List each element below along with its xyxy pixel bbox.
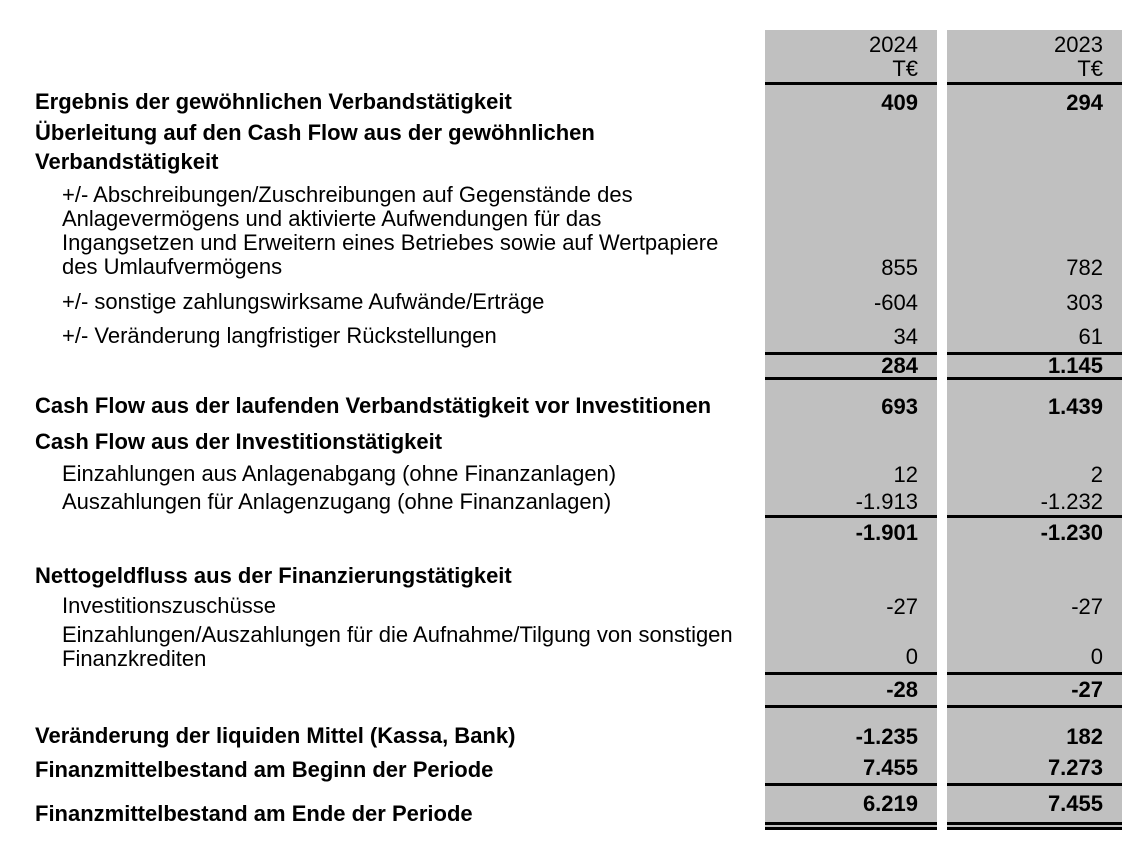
table-row-rueckstellungen: +/- Veränderung langfristiger Rückstellu…	[0, 318, 1147, 352]
table-header-row: 2024 T€ 2023 T€	[0, 30, 1147, 85]
column-gap	[937, 85, 947, 118]
column-gap	[937, 30, 947, 85]
value-2024: -28	[765, 675, 937, 708]
row-label: Ergebnis der gewöhnlichen Verbandstätigk…	[35, 89, 512, 114]
row-label: +/- Veränderung langfristiger Rückstellu…	[62, 323, 497, 348]
column-gap	[937, 318, 947, 352]
value-2024: -1.913	[765, 490, 937, 518]
column-header-2024: 2024 T€	[765, 30, 937, 85]
value-2024	[765, 422, 937, 458]
table-row-nettogeldfluss: Nettogeldfluss aus der Finanzierungstäti…	[0, 548, 1147, 592]
value-2023: 2	[947, 458, 1122, 490]
row-label: Einzahlungen/Auszahlungen für die Aufnah…	[62, 622, 733, 671]
column-gap	[937, 786, 947, 830]
column-gap	[937, 622, 947, 675]
table-row-ueberleitung: Überleitung auf den Cash Flow aus der ge…	[0, 118, 1147, 178]
value-2023: 294	[947, 85, 1122, 118]
row-label: Cash Flow aus der Investitionstätigkeit	[35, 429, 443, 454]
table-row-investitionstaetigkeit: Cash Flow aus der Investitionstätigkeit	[0, 422, 1147, 458]
value-2023: -27	[947, 592, 1122, 622]
row-label: +/- Abschreibungen/Zuschreibungen auf Ge…	[62, 182, 719, 279]
table-row-abschreibungen: +/- Abschreibungen/Zuschreibungen auf Ge…	[0, 178, 1147, 283]
value-2023	[947, 118, 1122, 178]
value-2024: 6.219	[765, 786, 937, 830]
table-row-finanzkredite: Einzahlungen/Auszahlungen für die Aufnah…	[0, 622, 1147, 675]
value-2024	[765, 548, 937, 592]
table-row-bestand-beginn: Finanzmittelbestand am Beginn der Period…	[0, 752, 1147, 786]
value-2023	[947, 422, 1122, 458]
value-2023	[947, 548, 1122, 592]
column-gap	[937, 518, 947, 548]
column-header-2023: 2023 T€	[947, 30, 1122, 85]
table-row-investitionszuschuesse: Investitionszuschüsse -27 -27	[0, 592, 1147, 622]
value-2024: -27	[765, 592, 937, 622]
column-gap	[937, 752, 947, 786]
value-2024: 693	[765, 380, 937, 422]
row-label: Investitionszuschüsse	[62, 593, 276, 618]
column-gap	[937, 178, 947, 283]
value-2024: -1.235	[765, 708, 937, 752]
table-row-liquide-mittel: Veränderung der liquiden Mittel (Kassa, …	[0, 708, 1147, 752]
value-2023: -27	[947, 675, 1122, 708]
row-label: Nettogeldfluss aus der Finanzierungstäti…	[35, 563, 512, 588]
row-label: Finanzmittelbestand am Beginn der Period…	[35, 757, 494, 782]
unit-label-2024: T€	[892, 56, 918, 81]
column-gap	[937, 458, 947, 490]
value-2023: 782	[947, 178, 1122, 283]
value-2023: -1.230	[947, 518, 1122, 548]
value-2024: 12	[765, 458, 937, 490]
column-gap	[937, 490, 947, 518]
column-gap	[937, 380, 947, 422]
column-gap	[937, 548, 947, 592]
table-row-ergebnis: Ergebnis der gewöhnlichen Verbandstätigk…	[0, 85, 1147, 118]
row-label: Auszahlungen für Anlagenzugang (ohne Fin…	[62, 489, 612, 514]
value-2023: 0	[947, 622, 1122, 675]
column-gap	[937, 118, 947, 178]
column-gap	[937, 422, 947, 458]
value-2023: 182	[947, 708, 1122, 752]
value-2024: 0	[765, 622, 937, 675]
table-row-bestand-ende: Finanzmittelbestand am Ende der Periode …	[0, 786, 1147, 830]
column-gap	[937, 283, 947, 318]
value-2024: 284	[765, 352, 937, 380]
table-row-sonstige: +/- sonstige zahlungswirksame Aufwände/E…	[0, 283, 1147, 318]
value-2024: 855	[765, 178, 937, 283]
value-2023: 7.455	[947, 786, 1122, 830]
value-2023: 7.273	[947, 752, 1122, 786]
right-margin	[1122, 30, 1147, 85]
value-2024: -604	[765, 283, 937, 318]
value-2024: 34	[765, 318, 937, 352]
row-label: Cash Flow aus der laufenden Verbandstäti…	[35, 393, 712, 418]
value-2023: 303	[947, 283, 1122, 318]
value-2023: 1.439	[947, 380, 1122, 422]
year-label-2024: 2024	[869, 32, 918, 57]
unit-label-2023: T€	[1077, 56, 1103, 81]
value-2024	[765, 118, 937, 178]
year-label-2023: 2023	[1054, 32, 1103, 57]
value-2024: 409	[765, 85, 937, 118]
row-label: Überleitung auf den Cash Flow aus der ge…	[35, 120, 595, 174]
table-row-cashflow-laufend: Cash Flow aus der laufenden Verbandstäti…	[0, 380, 1147, 422]
column-gap	[937, 352, 947, 380]
table-row-anlagenabgang: Einzahlungen aus Anlagenabgang (ohne Fin…	[0, 458, 1147, 490]
value-2024: 7.455	[765, 752, 937, 786]
row-label: Einzahlungen aus Anlagenabgang (ohne Fin…	[62, 461, 617, 486]
column-gap	[937, 675, 947, 708]
value-2023: 61	[947, 318, 1122, 352]
table-row-anlagenzugang: Auszahlungen für Anlagenzugang (ohne Fin…	[0, 490, 1147, 518]
table-row-subtotal-ueberleitung: 284 1.145	[0, 352, 1147, 380]
row-label: Finanzmittelbestand am Ende der Periode	[35, 801, 473, 826]
value-2023: 1.145	[947, 352, 1122, 380]
table-row-subtotal-finanzierung: -28 -27	[0, 675, 1147, 708]
value-2024: -1.901	[765, 518, 937, 548]
row-label: +/- sonstige zahlungswirksame Aufwände/E…	[62, 289, 545, 314]
value-2023: -1.232	[947, 490, 1122, 518]
column-gap	[937, 708, 947, 752]
column-gap	[937, 592, 947, 622]
header-spacer	[0, 30, 765, 85]
row-label: Veränderung der liquiden Mittel (Kassa, …	[35, 723, 516, 748]
table-row-subtotal-investition: -1.901 -1.230	[0, 518, 1147, 548]
